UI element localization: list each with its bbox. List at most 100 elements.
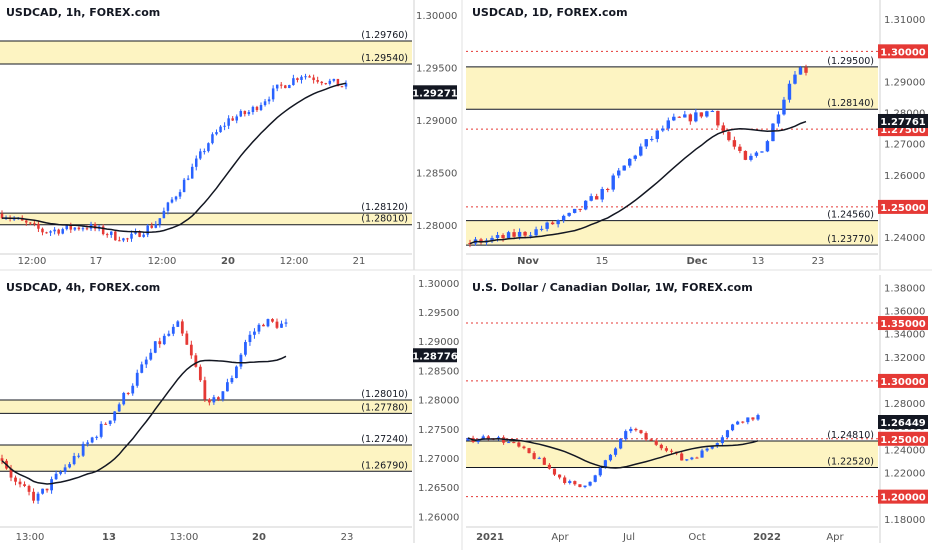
candle-body — [512, 232, 516, 237]
candle-body — [45, 232, 48, 234]
candle-body — [247, 112, 251, 115]
zone-label-upper: (1.24810) — [827, 430, 874, 441]
candle-body — [189, 344, 193, 356]
x-tick-label: 21 — [353, 256, 366, 267]
candle-body — [583, 200, 588, 210]
y-tick-label: 1.26500 — [418, 483, 459, 494]
zone-label-upper: (1.29760) — [361, 30, 408, 41]
candle-body — [593, 475, 597, 482]
candle-body — [563, 477, 567, 483]
x-tick-label: 23 — [812, 256, 825, 267]
candle-body — [743, 150, 748, 160]
zone-box — [466, 66, 878, 110]
candle-body — [203, 380, 207, 400]
candle-body — [308, 76, 311, 78]
candle-body — [685, 459, 689, 461]
candle-body — [110, 231, 113, 235]
candle-body — [138, 231, 141, 237]
candle-body — [36, 493, 40, 501]
candle-body — [340, 86, 344, 88]
x-tick-label: Oct — [688, 532, 705, 543]
candle-body — [251, 106, 255, 113]
candle-body — [190, 166, 194, 179]
y-tick-label: 1.29500 — [418, 308, 459, 319]
level-tag-label: 1.25000 — [880, 435, 926, 446]
chart-title: USDCAD, 1D, FOREX.com — [472, 6, 628, 19]
candle-body — [271, 88, 275, 100]
candle-body — [114, 231, 117, 241]
candle-body — [146, 225, 149, 235]
candle-body — [300, 76, 303, 80]
candle-body — [528, 235, 533, 237]
candle-body — [41, 488, 44, 494]
candle-body — [639, 146, 643, 156]
candle-body — [771, 123, 775, 142]
candle-body — [710, 446, 714, 449]
candle-body — [644, 433, 648, 440]
candle-body — [77, 455, 81, 457]
candle-body — [243, 111, 247, 115]
price-tag-label: 1.26449 — [880, 418, 926, 429]
candle-body — [231, 118, 234, 121]
candle-body — [716, 110, 720, 126]
candle-body — [552, 468, 557, 475]
candle-body — [628, 158, 632, 166]
candle-body — [532, 453, 536, 459]
candle-body — [669, 450, 674, 452]
candle-body — [101, 226, 105, 235]
moving-average-line — [2, 82, 347, 233]
candle-body — [720, 437, 724, 444]
moving-average-line — [467, 437, 759, 469]
candle-body — [583, 485, 587, 488]
candle-body — [68, 464, 72, 468]
x-tick-label: 23 — [341, 532, 354, 543]
candle-body — [72, 455, 76, 465]
moving-average-line — [1, 355, 287, 485]
candle-body — [705, 111, 709, 117]
candle-body — [336, 78, 340, 87]
candle-body — [312, 77, 315, 81]
candle-body — [655, 130, 659, 139]
y-tick-label: 1.29000 — [884, 77, 925, 88]
chart-panel-1: (1.29760) (1.29540) (1.28120)(1.28010) 1.28… — [0, 0, 458, 270]
candle-body — [239, 354, 243, 367]
x-tick-label: 15 — [596, 256, 609, 267]
candle-body — [622, 165, 626, 171]
candle-body — [296, 78, 299, 80]
x-tick-label: 17 — [90, 256, 103, 267]
candle-body — [741, 421, 745, 423]
x-tick-label: 12:00 — [148, 256, 177, 267]
candle-body — [219, 126, 222, 133]
candle-body — [324, 83, 328, 85]
candle-body — [126, 238, 129, 240]
x-tick-label: 13:00 — [16, 532, 45, 543]
candle-body — [756, 415, 760, 420]
candle-body — [253, 331, 256, 335]
candle-body — [715, 443, 719, 447]
candle-body — [227, 118, 230, 126]
candle-body — [633, 155, 637, 159]
price-tag — [413, 348, 457, 363]
candle-body — [486, 436, 490, 439]
candle-body — [512, 442, 516, 444]
candle-body — [61, 229, 64, 234]
candle-body — [279, 84, 283, 86]
y-tick-label: 1.29000 — [416, 116, 457, 127]
candle-body — [230, 378, 234, 383]
candle-body — [624, 431, 628, 439]
candle-body — [149, 352, 153, 360]
candle-body — [81, 228, 85, 230]
candle-body — [280, 323, 283, 328]
candle-body — [33, 223, 36, 225]
candle-body — [787, 83, 792, 100]
candle-body — [316, 80, 319, 82]
candle-body — [158, 218, 162, 225]
candle-body — [45, 488, 49, 491]
candle-body — [0, 213, 4, 219]
y-tick-label: 1.28000 — [416, 221, 457, 232]
candle-body — [14, 477, 17, 482]
x-tick-label: Nov — [517, 256, 539, 267]
candle-body — [558, 474, 562, 478]
candle-body — [542, 457, 546, 465]
y-tick-label: 1.31000 — [884, 15, 925, 26]
